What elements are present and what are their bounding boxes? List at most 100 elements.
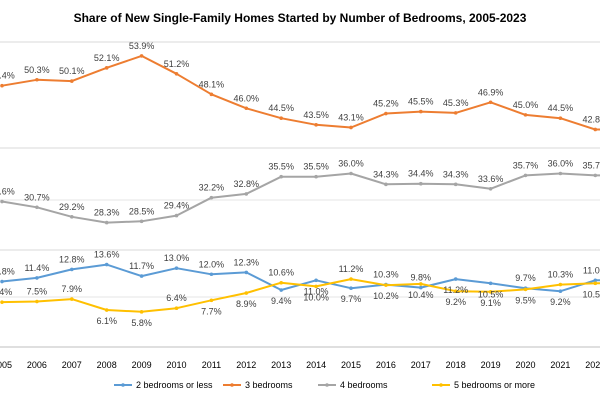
data-label: 28.5% — [129, 206, 155, 216]
data-label: 11.7% — [129, 261, 154, 271]
data-labels: 10.8% 11.4% 12.8% 13.6% 11.7% 13.0% 12.0% 12.3%… — [0, 41, 600, 328]
data-label: 29.2% — [59, 202, 85, 212]
legend-marker — [325, 383, 329, 387]
2-bedrooms-or-less-point — [488, 281, 493, 286]
3-bedrooms-point — [349, 125, 353, 130]
2-bedrooms-or-less-point — [174, 266, 179, 270]
2-bedrooms-or-less-point — [0, 279, 4, 284]
data-label: 10.3% — [548, 270, 574, 280]
4-bedrooms-point — [174, 213, 179, 218]
legend-marker — [439, 383, 443, 387]
data-label: 34.4% — [408, 169, 434, 179]
data-label: 43.1% — [338, 112, 364, 122]
2-bedrooms-or-less-point — [139, 274, 144, 278]
4-bedrooms-point — [0, 199, 4, 204]
legend-label: 5 bedrooms or more — [454, 380, 535, 390]
data-label: 50.1% — [59, 66, 85, 76]
x-tick-label: 2019 — [481, 360, 501, 370]
x-tick-label: 2015 — [341, 360, 361, 370]
3-bedrooms-point — [279, 116, 284, 120]
3-bedrooms-point — [70, 79, 74, 83]
5-bedrooms-or-more-point — [523, 287, 528, 292]
5-bedrooms-or-more-point — [453, 289, 458, 294]
data-label: 44.5% — [268, 103, 294, 113]
x-tick-label: 2018 — [446, 360, 466, 370]
data-label: 11.0% — [304, 286, 329, 296]
5-bedrooms-or-more-point — [139, 310, 144, 314]
data-label: 13.6% — [94, 250, 120, 260]
x-tick-label: 2005 — [0, 360, 12, 370]
5-bedrooms-or-more-point — [419, 282, 423, 286]
data-label: 9.8% — [411, 273, 432, 283]
2-bedrooms-or-less-line — [1, 263, 600, 293]
4-bedrooms-line — [1, 172, 600, 224]
3-bedrooms-point — [174, 72, 179, 76]
2-bedrooms-or-less-point — [314, 278, 318, 283]
legend-item: 5 bedrooms or more — [432, 380, 535, 390]
5-bedrooms-or-more-point — [35, 299, 39, 304]
3-bedrooms-point — [244, 106, 249, 111]
data-label: 31.6% — [0, 187, 15, 197]
data-label: 29.4% — [164, 201, 190, 211]
2-bedrooms-or-less-point — [244, 270, 249, 275]
x-tick-label: 2020 — [515, 360, 535, 370]
x-tick-label: 2006 — [27, 360, 47, 370]
4-bedrooms-point — [523, 173, 528, 178]
data-label: 9.1% — [480, 298, 501, 308]
x-tick-label: 2021 — [550, 360, 570, 370]
data-label: 35.7% — [583, 160, 600, 170]
grid — [0, 41, 600, 348]
data-label: 34.3% — [373, 169, 399, 179]
data-label: 9.4% — [271, 296, 292, 306]
5-bedrooms-or-more-point — [70, 297, 74, 301]
x-tick-label: 2011 — [202, 360, 221, 370]
data-label: 36.0% — [338, 159, 364, 169]
data-label: 12.0% — [199, 259, 225, 269]
data-label: 42.8% — [583, 114, 600, 124]
5-bedrooms-or-more-point — [349, 277, 353, 281]
3-bedrooms-point — [209, 92, 214, 97]
2-bedrooms-or-less-point — [593, 278, 598, 283]
data-label: 10.2% — [373, 291, 399, 301]
4-bedrooms-point — [104, 220, 109, 225]
data-label: 43.5% — [303, 110, 329, 120]
legend-label: 3 bedrooms — [245, 380, 293, 390]
legend-item: 4 bedrooms — [318, 380, 388, 390]
data-label: 28.3% — [94, 208, 120, 218]
legend: 2 bedrooms or less 3 bedrooms 4 bedrooms 5 … — [114, 380, 535, 390]
2-bedrooms-or-less-point — [104, 262, 109, 267]
5-bedrooms-or-more-point — [593, 281, 598, 286]
4-bedrooms-point — [244, 192, 249, 196]
data-label: 9.5% — [515, 295, 536, 305]
data-label: 13.0% — [164, 253, 190, 263]
data-label: 34.3% — [443, 169, 469, 179]
5-bedrooms-or-more-line — [1, 278, 600, 313]
data-label: 9.7% — [515, 273, 536, 283]
data-label: 46.9% — [478, 87, 504, 97]
data-label: 35.7% — [513, 160, 539, 170]
legend-label: 4 bedrooms — [340, 380, 388, 390]
data-label: 36.0% — [548, 159, 574, 169]
series-lines — [0, 54, 600, 314]
data-label: 48.1% — [199, 79, 225, 89]
data-label: 35.5% — [303, 162, 329, 172]
x-tick-label: 2012 — [236, 360, 256, 370]
data-label: 45.5% — [408, 97, 434, 107]
data-label: 11.2% — [339, 264, 364, 274]
data-label: 5.8% — [131, 318, 152, 328]
5-bedrooms-or-more-point — [104, 308, 109, 312]
data-label: 10.3% — [373, 270, 399, 280]
data-label: 52.1% — [94, 53, 120, 63]
data-label: 9.2% — [550, 297, 571, 307]
data-label: 45.0% — [513, 100, 539, 110]
4-bedrooms-point — [209, 195, 214, 200]
data-label: 10.0% — [303, 292, 329, 302]
data-label: 49.4% — [0, 71, 15, 81]
data-label: 45.3% — [443, 98, 469, 108]
data-label: 33.6% — [478, 174, 504, 184]
data-label: 12.3% — [234, 257, 260, 267]
data-label: 7.4% — [0, 287, 12, 297]
x-tick-label: 2013 — [271, 360, 291, 370]
